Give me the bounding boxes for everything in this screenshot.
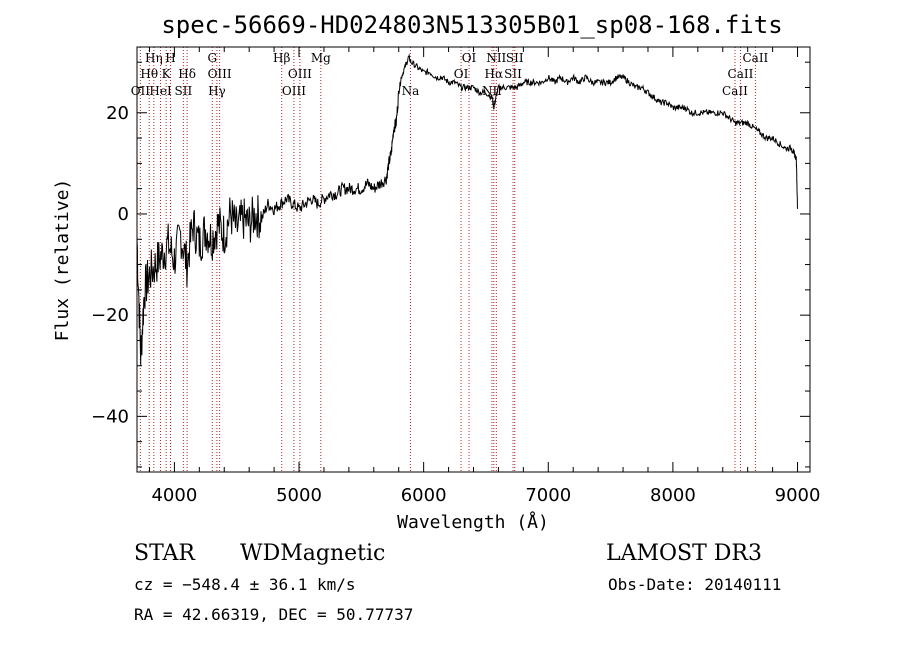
- survey-label: LAMOST DR3: [606, 541, 762, 566]
- line-marker-label: Mg: [311, 51, 331, 65]
- line-marker-label: OIII: [208, 67, 232, 81]
- x-axis-title: Wavelength (Å): [397, 511, 549, 533]
- y-tick-label: −40: [91, 406, 129, 427]
- line-marker-label: OI: [462, 51, 477, 65]
- x-tick-label: 5000: [276, 485, 322, 506]
- line-marker-label: HeI: [149, 84, 172, 98]
- obs-date-label: Obs-Date: 20140111: [608, 575, 781, 594]
- line-marker-label: SII: [175, 84, 193, 98]
- line-marker-label: Hθ: [140, 67, 158, 81]
- line-marker-label: Hη: [145, 51, 163, 65]
- subclass-label: WDMagnetic: [240, 541, 385, 566]
- x-tick-label: 9000: [775, 485, 821, 506]
- coords-label: RA = 42.66319, DEC = 50.77737: [134, 605, 413, 624]
- redshift-label: cz = −548.4 ± 36.1 km/s: [134, 575, 356, 594]
- line-marker-label: NII: [486, 51, 506, 65]
- line-marker-label: SII: [504, 67, 522, 81]
- series-layer: [136, 53, 798, 366]
- line-marker-label: CaII: [728, 67, 754, 81]
- x-tick-label: 8000: [650, 485, 696, 506]
- line-marker-label: Hβ: [273, 51, 290, 65]
- line-marker-label: Hδ: [178, 67, 196, 81]
- chart-title: spec-56669-HD024803N513305B01_sp08-168.f…: [161, 11, 782, 39]
- line-marker-label: CaII: [722, 84, 748, 98]
- line-marker-label: OIII: [288, 67, 312, 81]
- x-tick-label: 4000: [151, 485, 197, 506]
- x-tick-label: 7000: [525, 485, 571, 506]
- line-marker-label: SII: [506, 51, 524, 65]
- axis-ticks: 4000 5000 6000 7000 8000 9000 −40 −20 0 20: [91, 47, 820, 506]
- line-markers: OII Hθ Hη HeI KH SII Hδ G Hγ OIII Hβ OIII OIII Mg Na OI…: [131, 47, 769, 472]
- line-marker-label: Hα: [485, 67, 504, 81]
- line-marker-label: OIII: [282, 84, 306, 98]
- y-axis-title: Flux (relative): [52, 179, 73, 342]
- line-marker-label: CaII: [742, 51, 768, 65]
- y-tick-label: 20: [106, 103, 129, 124]
- line-marker-label: H: [165, 51, 175, 65]
- line-marker-label: OII: [131, 84, 151, 98]
- line-marker-label: G: [207, 51, 217, 65]
- line-marker-label: K: [162, 67, 172, 81]
- x-tick-label: 6000: [401, 485, 447, 506]
- spectrum-line: [136, 53, 798, 366]
- line-marker-label: Na: [402, 84, 420, 98]
- line-marker-label: OI: [454, 67, 469, 81]
- y-tick-label: −20: [91, 305, 129, 326]
- y-tick-label: 0: [118, 204, 129, 225]
- line-marker-label: Hγ: [208, 84, 226, 98]
- object-type-label: STAR: [134, 541, 196, 566]
